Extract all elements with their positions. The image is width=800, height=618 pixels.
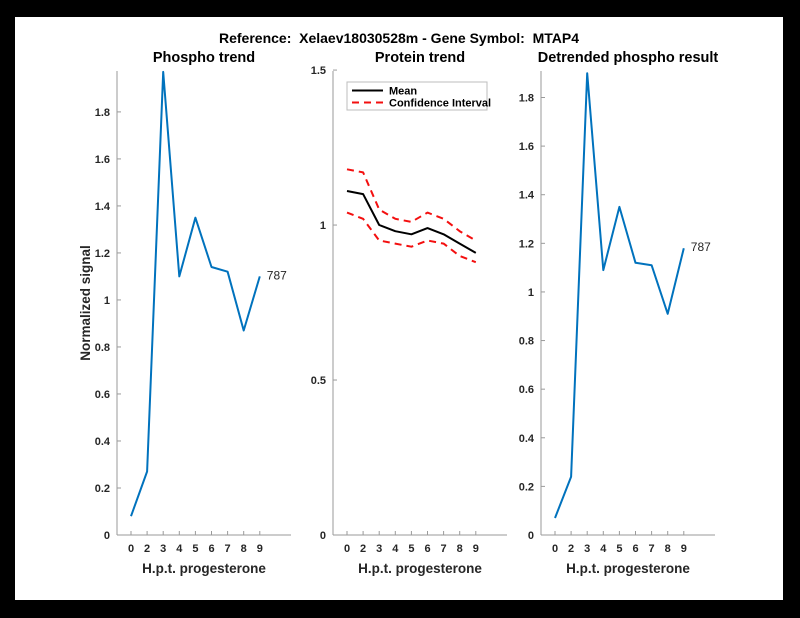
x-tick-label: 4: [392, 543, 399, 555]
y-tick-label: 1: [104, 295, 110, 307]
figure-canvas: Reference: Xelaev18030528m - Gene Symbol…: [15, 17, 783, 600]
y-tick-label: 0.8: [519, 336, 534, 348]
chart-title: Phospho trend: [153, 50, 255, 66]
x-tick-label: 0: [344, 543, 350, 555]
y-tick-label: 1: [528, 287, 534, 299]
y-tick-label: 0.5: [311, 375, 326, 387]
x-tick-label: 9: [257, 543, 263, 555]
y-tick-label: 1.2: [95, 248, 110, 260]
x-tick-label: 7: [441, 543, 447, 555]
y-tick-label: 1.5: [311, 65, 326, 77]
detrended-phospho-signal-line: [554, 72, 685, 519]
y-tick-label: 0: [320, 530, 326, 542]
y-tick-label: 1: [320, 220, 326, 232]
figure-title: Reference: Xelaev18030528m - Gene Symbol…: [218, 30, 579, 46]
x-tick-label: 6: [424, 543, 430, 555]
legend-entry-label: Mean: [389, 86, 417, 98]
phospho-signal-line: [130, 70, 261, 517]
x-tick-label: 2: [144, 543, 150, 555]
y-tick-label: 1.8: [519, 92, 534, 104]
y-tick-label: 1.4: [95, 201, 111, 213]
x-tick-label: 9: [681, 543, 687, 555]
x-tick-label: 8: [241, 543, 247, 555]
y-tick-label: 1.4: [519, 190, 535, 202]
x-tick-label: 6: [632, 543, 638, 555]
y-tick-label: 0.4: [519, 433, 535, 445]
y-tick-label: 0.2: [95, 483, 110, 495]
series-end-label: 787: [267, 268, 287, 282]
y-tick-label: 1.6: [519, 141, 534, 153]
x-axis-label: H.p.t. progesterone: [358, 561, 482, 576]
x-tick-label: 5: [192, 543, 198, 555]
x-tick-label: 5: [616, 543, 622, 555]
x-tick-label: 7: [649, 543, 655, 555]
y-tick-label: 1.6: [95, 154, 110, 166]
x-tick-label: 2: [568, 543, 574, 555]
y-tick-label: 0: [528, 530, 534, 542]
x-tick-label: 3: [376, 543, 382, 555]
x-tick-label: 0: [128, 543, 134, 555]
x-tick-label: 4: [176, 543, 183, 555]
legend-box: [346, 81, 488, 111]
ci-upper-line: [346, 168, 477, 242]
x-axis-label: H.p.t. progesterone: [142, 561, 266, 576]
x-tick-label: 2: [360, 543, 366, 555]
x-tick-label: 3: [584, 543, 590, 555]
series-end-label: 787: [691, 240, 711, 254]
chart-title: Detrended phospho result: [538, 50, 719, 66]
y-tick-label: 0.4: [95, 436, 111, 448]
x-tick-label: 6: [208, 543, 214, 555]
y-tick-label: 0: [104, 530, 110, 542]
mean-line: [346, 190, 477, 254]
y-tick-label: 0.6: [95, 389, 110, 401]
y-axis-label: Normalized signal: [78, 245, 93, 361]
x-tick-label: 5: [408, 543, 414, 555]
x-tick-label: 4: [600, 543, 607, 555]
x-tick-label: 9: [473, 543, 479, 555]
chart-title: Protein trend: [375, 50, 465, 66]
y-tick-label: 0.8: [95, 342, 110, 354]
x-tick-label: 0: [552, 543, 558, 555]
y-tick-label: 1.8: [95, 107, 110, 119]
y-tick-label: 0.6: [519, 384, 534, 396]
y-tick-label: 0.2: [519, 481, 534, 493]
charts-svg: 00.20.40.60.811.21.41.61.80 2 3 4 5 6 7 8 9Phosp…: [78, 50, 719, 576]
x-tick-label: 8: [457, 543, 463, 555]
ci-lower-line: [346, 211, 477, 264]
x-tick-label: 3: [160, 543, 166, 555]
x-tick-label: 7: [225, 543, 231, 555]
x-tick-label: 8: [665, 543, 671, 555]
x-axis-label: H.p.t. progesterone: [566, 561, 690, 576]
legend-entry-label: Confidence Interval: [389, 98, 491, 110]
y-tick-label: 1.2: [519, 238, 534, 250]
